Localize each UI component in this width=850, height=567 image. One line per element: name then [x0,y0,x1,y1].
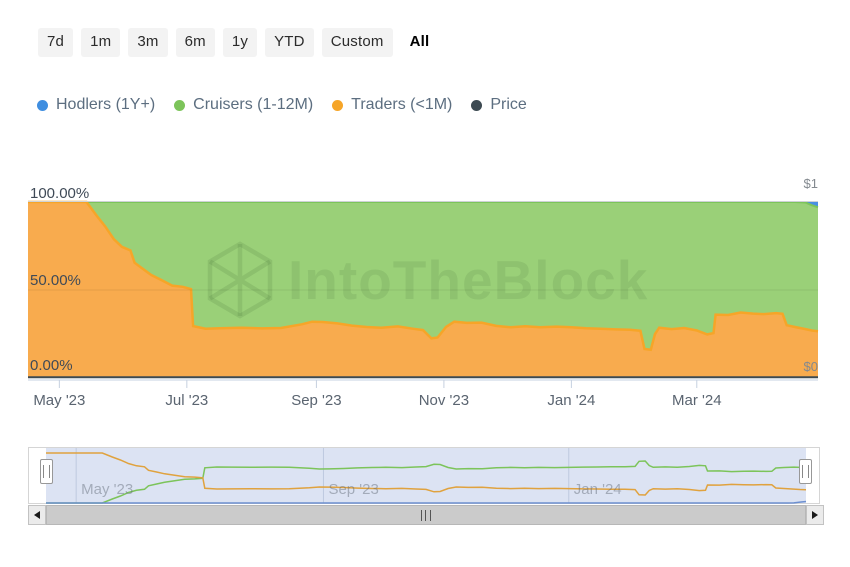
scrollbar-track[interactable] [46,505,806,525]
legend-item-price[interactable]: Price [471,96,527,114]
traders-dot-icon [332,99,344,111]
legend-label-hodlers: Hodlers (1Y+) [56,96,156,113]
hodlers-dot-icon [37,99,48,111]
scrollbar-left-button[interactable] [28,505,46,525]
legend-item-cruisers[interactable]: Cruisers (1-12M) [174,96,313,114]
nav-label-1: Sep '23 [328,481,379,498]
range-button-1y[interactable]: 1y [222,28,258,57]
scrollbar-thumb[interactable] [47,506,805,524]
y-axis-label-0: 0.00% [30,357,73,374]
legend-label-traders: Traders (<1M) [351,96,453,113]
nav-label-2: Jan '24 [573,481,622,498]
range-button-all[interactable]: All [401,28,439,57]
x-tick-0: May '23 [33,392,86,409]
x-tick-5: Mar '24 [672,392,722,409]
scrollbar-right-button[interactable] [806,505,824,525]
range-button-7d[interactable]: 7d [38,28,74,57]
legend: Hodlers (1Y+) Cruisers (1-12M) Traders (… [37,96,546,114]
x-tick-1: Jul '23 [165,392,209,409]
navigator-handle-left[interactable] [40,459,53,484]
y-axis-label-50: 50.00% [30,272,81,289]
range-button-ytd[interactable]: YTD [265,28,314,57]
cruisers-dot-icon [174,99,186,111]
navigator-track[interactable] [46,448,806,503]
legend-item-traders[interactable]: Traders (<1M) [332,96,452,114]
x-tick-3: Nov '23 [418,392,470,409]
y-axis-label-100: 100.00% [30,185,90,202]
range-button-3m[interactable]: 3m [128,28,168,57]
range-button-custom[interactable]: Custom [321,28,393,57]
navigator-handle-right[interactable] [799,459,812,484]
nav-label-0: May '23 [81,481,134,498]
handle-grip-icon [43,465,50,478]
scroll-left-icon [34,511,40,519]
handle-grip-icon [802,465,809,478]
scrollbar-grip-icon [421,509,431,521]
price-axis-label-1: $1 [803,176,818,191]
price-dot-icon [471,99,483,111]
legend-item-hodlers[interactable]: Hodlers (1Y+) [37,96,155,114]
range-selector: 7d 1m 3m 6m 1y YTD Custom All [38,28,438,57]
price-axis-label-0: $0 [803,359,818,374]
x-tick-4: Jan '24 [547,392,596,409]
main-plot-area[interactable] [28,202,818,378]
x-tick-2: Sep '23 [291,392,342,409]
legend-label-price: Price [490,96,527,113]
range-button-6m[interactable]: 6m [175,28,215,57]
scroll-right-icon [812,511,818,519]
legend-label-cruisers: Cruisers (1-12M) [193,96,314,113]
range-button-1m[interactable]: 1m [81,28,121,57]
